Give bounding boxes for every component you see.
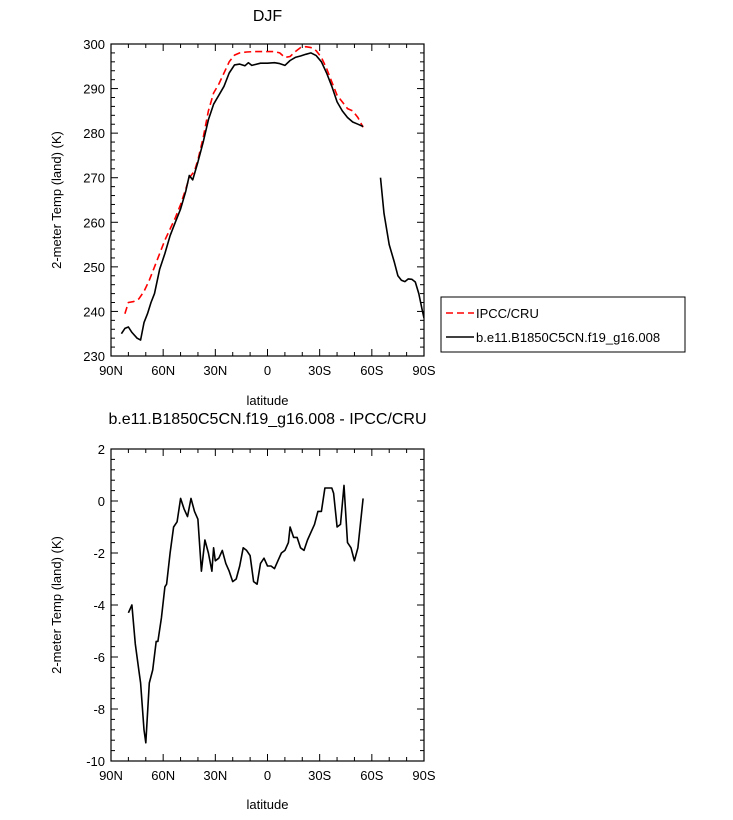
x-tick-label: 90N — [99, 363, 123, 378]
x-axis-label: latitude — [247, 393, 289, 408]
y-axis-label: 2-meter Temp (land) (K) — [49, 131, 64, 269]
x-tick-label: 60N — [151, 768, 175, 783]
plot-frame — [110, 448, 425, 762]
y-tick-label: -8 — [93, 702, 105, 717]
chart-title: DJF — [253, 8, 283, 25]
x-tick-label: 90S — [412, 363, 435, 378]
y-tick-label: 290 — [83, 82, 105, 97]
series-group — [127, 484, 364, 744]
x-tick-label: 90S — [412, 768, 435, 783]
y-tick-label: 0 — [98, 494, 105, 509]
x-tick-label: 60S — [360, 363, 383, 378]
y-tick-label: -2 — [93, 546, 105, 561]
chart-temperature-difference: b.e11.B1850C5CN.f19_g16.008 - IPCC/CRU la… — [49, 411, 436, 812]
y-tick-label: 240 — [83, 304, 105, 319]
series-line-0-segment-0 — [124, 45, 364, 314]
y-tick-label: 280 — [83, 126, 105, 141]
x-tick-label: 60N — [151, 363, 175, 378]
y-tick-label: 230 — [83, 349, 105, 364]
chart-djf-temperature: DJF latitude 2-meter Temp (land) (K) 90N 60N… — [49, 8, 686, 408]
x-tick-label: 30N — [203, 363, 227, 378]
x-tick-label: 60S — [360, 768, 383, 783]
series-group — [120, 45, 424, 341]
x-tick-label: 30S — [308, 768, 331, 783]
legend: IPCC/CRU b.e11.B1850C5CN.f19_g16.008 — [440, 296, 686, 353]
x-tick-label: 90N — [99, 768, 123, 783]
legend-label: b.e11.B1850C5CN.f19_g16.008 — [476, 330, 660, 345]
series-line-1-segment-0 — [120, 52, 364, 341]
series-line-1-segment-1 — [379, 177, 424, 319]
y-axis-label: 2-meter Temp (land) (K) — [49, 536, 64, 674]
y-tick-label: 250 — [83, 260, 105, 275]
y-tick-label: 300 — [83, 37, 105, 52]
y-tick-label: -6 — [93, 650, 105, 665]
y-tick-label: 260 — [83, 215, 105, 230]
plot-frame — [110, 43, 425, 357]
x-tick-label: 30S — [308, 363, 331, 378]
y-tick-label: -4 — [93, 598, 105, 613]
legend-label: IPCC/CRU — [476, 306, 539, 321]
x-tick-label: 0 — [264, 768, 271, 783]
x-axis-label: latitude — [247, 797, 289, 812]
chart-title: b.e11.B1850C5CN.f19_g16.008 - IPCC/CRU — [108, 411, 426, 428]
x-tick-label: 0 — [264, 363, 271, 378]
y-tick-label: 270 — [83, 171, 105, 186]
legend-box — [440, 296, 686, 353]
y-tick-label: 2 — [98, 442, 105, 457]
y-tick-label: -10 — [86, 754, 105, 769]
series-line-0-segment-0 — [127, 484, 364, 744]
x-tick-label: 30N — [203, 768, 227, 783]
